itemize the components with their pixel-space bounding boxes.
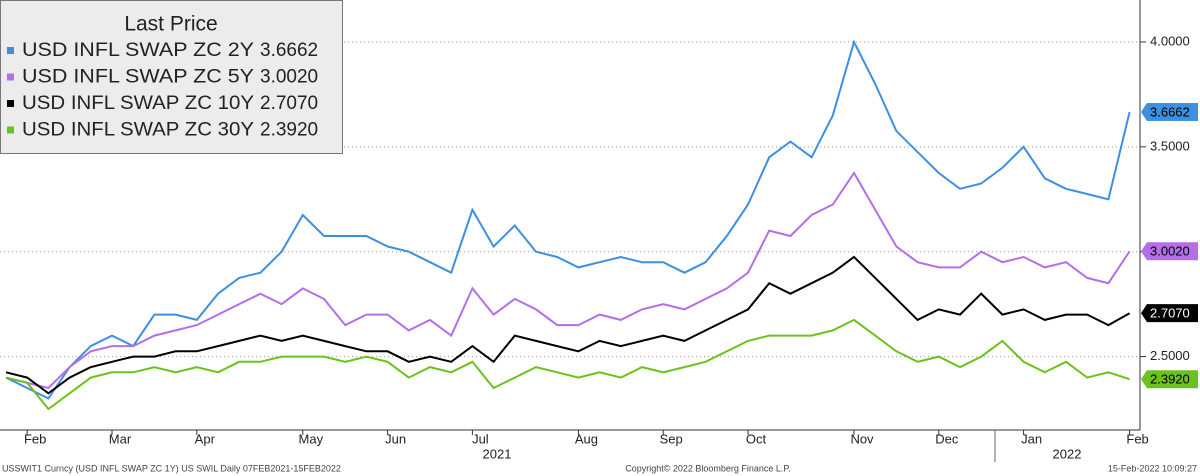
x-tick-label: Mar [109, 431, 132, 446]
legend: USD INFL SWAP ZC 2Y 3.6662 USD INFL SWAP Z… [7, 40, 318, 141]
legend-swatch [7, 100, 14, 107]
year-label: 2022 [1053, 446, 1082, 461]
x-tick-label: Feb [1126, 431, 1148, 446]
footer-left: USSWIT1 Curncy (USD INFL SWAP ZC 1Y) US … [2, 463, 341, 473]
x-tick-label: Nov [850, 431, 874, 446]
legend-value: 2.3920 [260, 120, 318, 141]
y-tick-label: 4.0000 [1150, 33, 1190, 48]
legend-swatch [7, 126, 14, 134]
legend-title: Last Price [124, 13, 217, 36]
series-line [5, 318, 1130, 411]
legend-label: USD INFL SWAP ZC 5Y [22, 67, 254, 88]
footer-center: Copyright© 2022 Bloomberg Finance L.P. [625, 463, 791, 473]
legend-label: USD INFL SWAP ZC 10Y [22, 93, 254, 114]
x-tick-label: Jan [1021, 431, 1042, 446]
x-tick-label: Jun [385, 431, 406, 446]
last-value-label: 2.7070 [1150, 306, 1190, 321]
series-line [5, 171, 1131, 390]
legend-label: USD INFL SWAP ZC 30Y [22, 120, 254, 141]
last-value-label: 3.0020 [1150, 244, 1190, 259]
x-tick-label: Oct [746, 431, 767, 446]
legend-value: 3.6662 [260, 40, 318, 61]
x-tick-label: May [299, 431, 324, 446]
year-label: 2021 [483, 446, 512, 461]
last-value-tag [1141, 304, 1198, 323]
y-tick-label: 3.5000 [1150, 138, 1190, 153]
legend-value: 2.7070 [260, 93, 318, 114]
x-tick-label: Feb [24, 431, 46, 446]
legend-swatch [7, 73, 14, 81]
x-tick-label: Sep [660, 431, 683, 446]
legend-box [0, 0, 343, 154]
series-line [5, 39, 1131, 400]
x-tick-label: Apr [195, 431, 216, 446]
last-value-tag [1141, 370, 1198, 389]
legend-swatch [7, 47, 14, 54]
last-value-tag [1141, 102, 1198, 121]
series-line [5, 255, 1131, 395]
legend-value: 3.0020 [260, 67, 318, 88]
legend-label: USD INFL SWAP ZC 2Y [22, 40, 254, 61]
x-tick-label: Dec [935, 431, 959, 446]
y-tick-label: 2.5000 [1150, 348, 1190, 363]
last-value-tag [1141, 242, 1198, 261]
plot-area [0, 39, 1140, 411]
last-value-label: 2.3920 [1150, 372, 1190, 387]
last-value-label: 3.6662 [1150, 104, 1190, 119]
x-tick-label: Aug [575, 431, 598, 446]
footer-right: 15-Feb-2022 10:09:27 [1108, 463, 1197, 473]
x-tick-label: Jul [472, 431, 489, 446]
